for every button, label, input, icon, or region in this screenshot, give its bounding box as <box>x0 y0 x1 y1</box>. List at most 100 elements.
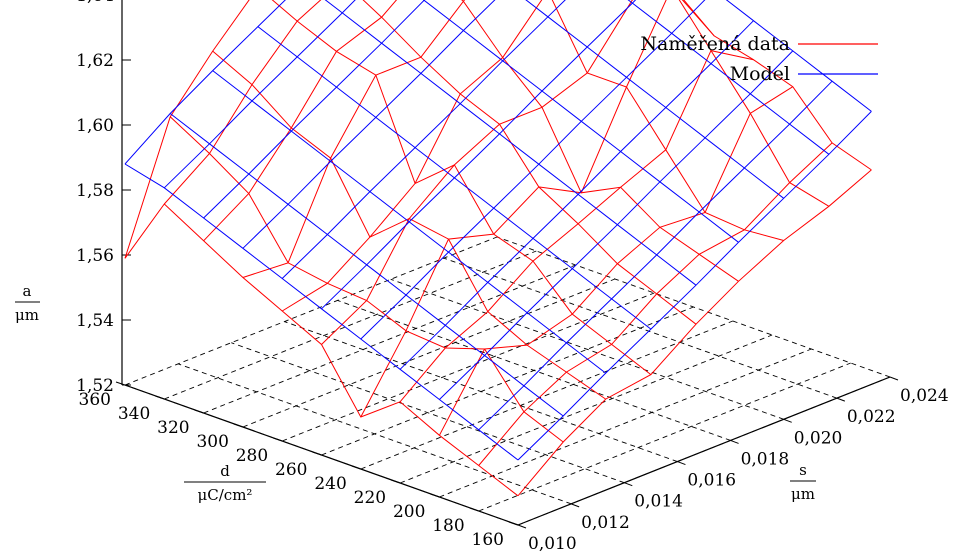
d-tick-label-6: 280 <box>236 446 268 466</box>
y-label-num: d <box>220 462 230 480</box>
d-tick-6 <box>273 437 283 442</box>
surface-1-line-d-9 <box>163 0 356 189</box>
surface-1-line-d-10 <box>124 0 286 165</box>
y-label-den: μC/cm² <box>198 486 253 504</box>
d-tick-label-2: 200 <box>393 502 425 522</box>
z-tick-label-1: 1,54 <box>76 311 114 331</box>
d-tick-3 <box>390 479 401 484</box>
surface-0 <box>124 0 872 497</box>
z-axis: 1,52 1,54 1,56 1,58 1,60 1,62 1,64 <box>76 0 131 396</box>
surface-1-line-d-5 <box>321 0 637 310</box>
d-tick-0 <box>508 521 519 526</box>
surface-0-line-d-10 <box>124 0 250 259</box>
s-tick-1 <box>570 503 580 508</box>
floor-gridline-d-3 <box>399 334 773 484</box>
d-tick-label-4: 240 <box>314 474 346 494</box>
surface-1-line-s-6 <box>525 0 785 199</box>
surface-1-line-s-4 <box>324 0 697 286</box>
s-tick-label-1: 0,012 <box>581 513 630 533</box>
surface-0-line-s-8 <box>683 0 872 171</box>
z-label-num: a <box>23 282 32 300</box>
d-tick-label-7: 300 <box>196 432 228 452</box>
s-tick-label-5: 0,020 <box>794 428 843 448</box>
s-tick-5 <box>783 418 792 423</box>
d-tick-8 <box>194 409 204 414</box>
x-axis-label: s μm <box>790 461 816 503</box>
surface-0-line-s-2 <box>212 50 606 400</box>
d-tick-label-5: 260 <box>275 460 307 480</box>
surface-1-line-d-0 <box>517 111 872 461</box>
d-tick-label-0: 160 <box>472 530 504 550</box>
z-tick-label-0: 1,52 <box>76 376 114 396</box>
z-label-den: μm <box>15 306 39 324</box>
d-tick-9 <box>155 395 165 400</box>
surface-0-line-s-1 <box>169 116 564 443</box>
s-tick-2 <box>624 482 633 487</box>
s-tick-7 <box>889 376 899 381</box>
floor-gridline-d-5 <box>321 306 694 456</box>
surface-1-line-d-6 <box>281 0 566 279</box>
z-tick-label-3: 1,58 <box>76 181 114 201</box>
surface-1-line-s-5 <box>422 0 739 243</box>
surface-1-line-s-8 <box>725 0 872 112</box>
floor-gridline-d-4 <box>360 320 733 470</box>
d-tick-label-1: 180 <box>432 516 464 536</box>
legend: Naměřená data Model <box>640 33 878 85</box>
surface-0-line-d-2 <box>438 86 794 436</box>
surface-1-line-s-7 <box>627 0 830 155</box>
surface-1 <box>124 0 872 461</box>
y-axis-label: d μC/cm² <box>184 462 266 504</box>
floor-gridline-s-5 <box>390 278 784 420</box>
d-tick-5 <box>312 451 322 456</box>
s-tick-6 <box>836 397 846 402</box>
s-tick-label-2: 0,014 <box>634 492 683 512</box>
surface-0-line-d-9 <box>163 0 322 205</box>
surface-0-line-s-5 <box>461 0 739 282</box>
surface-0-line-d-7 <box>242 0 466 278</box>
surface-1-line-s-3 <box>257 26 652 330</box>
s-tick-label-4: 0,018 <box>741 449 790 469</box>
surface-1-line-d-2 <box>439 50 794 400</box>
d-tick-2 <box>430 493 440 498</box>
floor-gridline-d-1 <box>478 362 851 512</box>
x-label-num: s <box>799 461 807 479</box>
s-axis-line <box>517 376 891 526</box>
floor-gridline-d-9 <box>164 250 537 400</box>
floor-grid <box>124 236 891 526</box>
surface-0-line-s-7 <box>631 0 830 207</box>
d-tick-7 <box>233 423 244 428</box>
s-tick-3 <box>677 461 686 466</box>
surface-0-line-s-4 <box>362 0 697 325</box>
surface-1-line-s-0 <box>124 163 519 461</box>
floor-gridline-d-8 <box>203 264 576 414</box>
s-tick-label-6: 0,022 <box>847 407 896 427</box>
floor-gridline-d-7 <box>242 278 616 428</box>
s-tick-label-0: 0,010 <box>528 534 577 552</box>
surfaces <box>124 0 872 497</box>
s-tick-label-3: 0,016 <box>687 471 736 491</box>
z-axis-label: a μm <box>15 282 40 324</box>
x-label-den: μm <box>791 485 815 503</box>
z-tick-label-2: 1,56 <box>76 246 114 266</box>
d-tick-label-9: 340 <box>118 404 150 424</box>
floor-gridline-d-10 <box>124 236 498 386</box>
surface-0-line-s-6 <box>551 0 784 241</box>
surface-1-line-d-7 <box>242 0 496 249</box>
z-tick-label-5: 1,62 <box>76 51 114 71</box>
z-tick-label-4: 1,60 <box>76 116 114 136</box>
d-tick-4 <box>351 465 361 470</box>
surface-1-line-d-8 <box>203 0 426 219</box>
surface-1-line-s-2 <box>212 70 607 374</box>
s-tick-4 <box>730 439 739 444</box>
d-tick-label-10: 360 <box>79 390 111 410</box>
surface-0-line-d-1 <box>478 142 833 466</box>
d-tick-label-8: 320 <box>157 418 189 438</box>
y-axis-ticks: 160 180 200 220 240 260 280 300 320 340 360 <box>79 381 519 550</box>
floor-gridline-s-2 <box>231 342 625 484</box>
surface-0-line-d-6 <box>281 0 543 312</box>
surface-1-line-s-1 <box>169 113 564 417</box>
s-tick-0 <box>517 524 527 529</box>
surface-0-line-d-4 <box>360 0 715 418</box>
